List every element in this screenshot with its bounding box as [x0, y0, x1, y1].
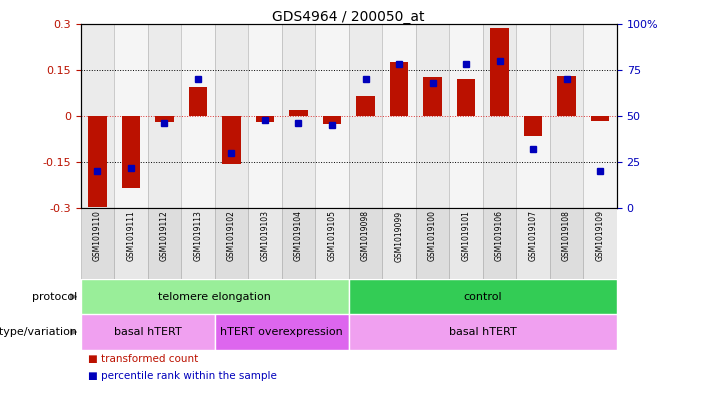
Bar — [349, 24, 382, 208]
Bar — [290, 110, 308, 116]
Bar — [81, 208, 114, 279]
Bar — [483, 208, 517, 279]
Text: GSM1019103: GSM1019103 — [261, 210, 269, 261]
Text: GSM1019105: GSM1019105 — [327, 210, 336, 261]
Bar — [349, 208, 382, 279]
Bar — [449, 24, 483, 208]
Bar — [390, 62, 408, 116]
Bar — [423, 77, 442, 116]
Text: GDS4964 / 200050_at: GDS4964 / 200050_at — [273, 9, 425, 24]
Bar — [148, 208, 181, 279]
Bar — [382, 24, 416, 208]
Bar — [215, 24, 248, 208]
Text: GSM1019106: GSM1019106 — [495, 210, 504, 261]
Bar — [483, 24, 517, 208]
Bar — [349, 314, 617, 350]
Bar — [550, 24, 583, 208]
Text: telomere elongation: telomere elongation — [158, 292, 271, 302]
Bar — [491, 28, 509, 116]
Text: control: control — [463, 292, 502, 302]
Text: GSM1019112: GSM1019112 — [160, 210, 169, 261]
Bar — [81, 279, 349, 314]
Bar — [524, 116, 543, 136]
Text: ■ percentile rank within the sample: ■ percentile rank within the sample — [88, 371, 276, 381]
Bar — [114, 208, 148, 279]
Text: GSM1019099: GSM1019099 — [395, 210, 404, 261]
Bar — [416, 24, 449, 208]
Bar — [181, 24, 215, 208]
Text: GSM1019098: GSM1019098 — [361, 210, 370, 261]
Bar — [114, 24, 148, 208]
Bar — [449, 208, 483, 279]
Bar — [189, 87, 207, 116]
Text: GSM1019110: GSM1019110 — [93, 210, 102, 261]
Text: GSM1019100: GSM1019100 — [428, 210, 437, 261]
Bar — [81, 24, 114, 208]
Text: GSM1019108: GSM1019108 — [562, 210, 571, 261]
Bar — [517, 24, 550, 208]
Bar — [583, 208, 617, 279]
Bar — [517, 208, 550, 279]
Bar — [88, 116, 107, 207]
Bar — [349, 279, 617, 314]
Bar — [215, 208, 248, 279]
Text: GSM1019102: GSM1019102 — [227, 210, 236, 261]
Bar — [315, 24, 349, 208]
Bar — [416, 208, 449, 279]
Bar — [256, 116, 274, 122]
Bar — [591, 116, 609, 121]
Bar — [557, 76, 576, 116]
Text: ■ transformed count: ■ transformed count — [88, 354, 198, 364]
Bar — [315, 208, 349, 279]
Bar — [550, 208, 583, 279]
Bar — [457, 79, 475, 116]
Bar — [248, 24, 282, 208]
Bar — [155, 116, 174, 122]
Bar — [322, 116, 341, 124]
Bar — [356, 96, 375, 116]
Bar — [81, 314, 215, 350]
Bar — [215, 314, 349, 350]
Bar — [122, 116, 140, 188]
Text: GSM1019113: GSM1019113 — [193, 210, 203, 261]
Bar — [282, 24, 315, 208]
Text: GSM1019107: GSM1019107 — [529, 210, 538, 261]
Text: GSM1019109: GSM1019109 — [596, 210, 605, 261]
Text: GSM1019111: GSM1019111 — [126, 210, 135, 261]
Bar — [181, 208, 215, 279]
Text: basal hTERT: basal hTERT — [114, 327, 182, 337]
Text: hTERT overexpression: hTERT overexpression — [220, 327, 343, 337]
Bar — [583, 24, 617, 208]
Bar — [148, 24, 181, 208]
Text: basal hTERT: basal hTERT — [449, 327, 517, 337]
Bar — [222, 116, 240, 163]
Bar — [382, 208, 416, 279]
Bar — [248, 208, 282, 279]
Text: GSM1019101: GSM1019101 — [461, 210, 470, 261]
Bar — [282, 208, 315, 279]
Text: protocol: protocol — [32, 292, 77, 302]
Text: GSM1019104: GSM1019104 — [294, 210, 303, 261]
Text: genotype/variation: genotype/variation — [0, 327, 77, 337]
